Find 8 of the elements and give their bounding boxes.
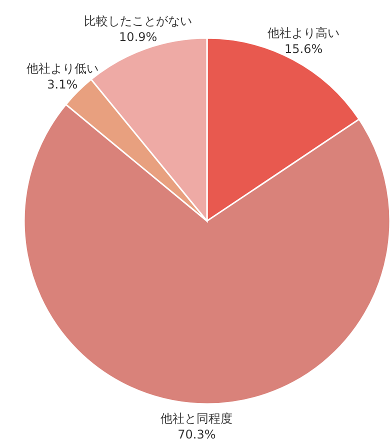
data-label: 3.1% (47, 78, 78, 92)
slice-label: 比較したことがない (84, 14, 192, 28)
data-label: 70.3% (178, 428, 216, 442)
data-label: 15.6% (284, 42, 323, 56)
slice-label: 他社より低い (26, 62, 98, 76)
slice-label: 他社と同程度 (160, 412, 233, 426)
slice-label: 他社より高い (268, 26, 340, 40)
data-label: 10.9% (119, 30, 158, 44)
